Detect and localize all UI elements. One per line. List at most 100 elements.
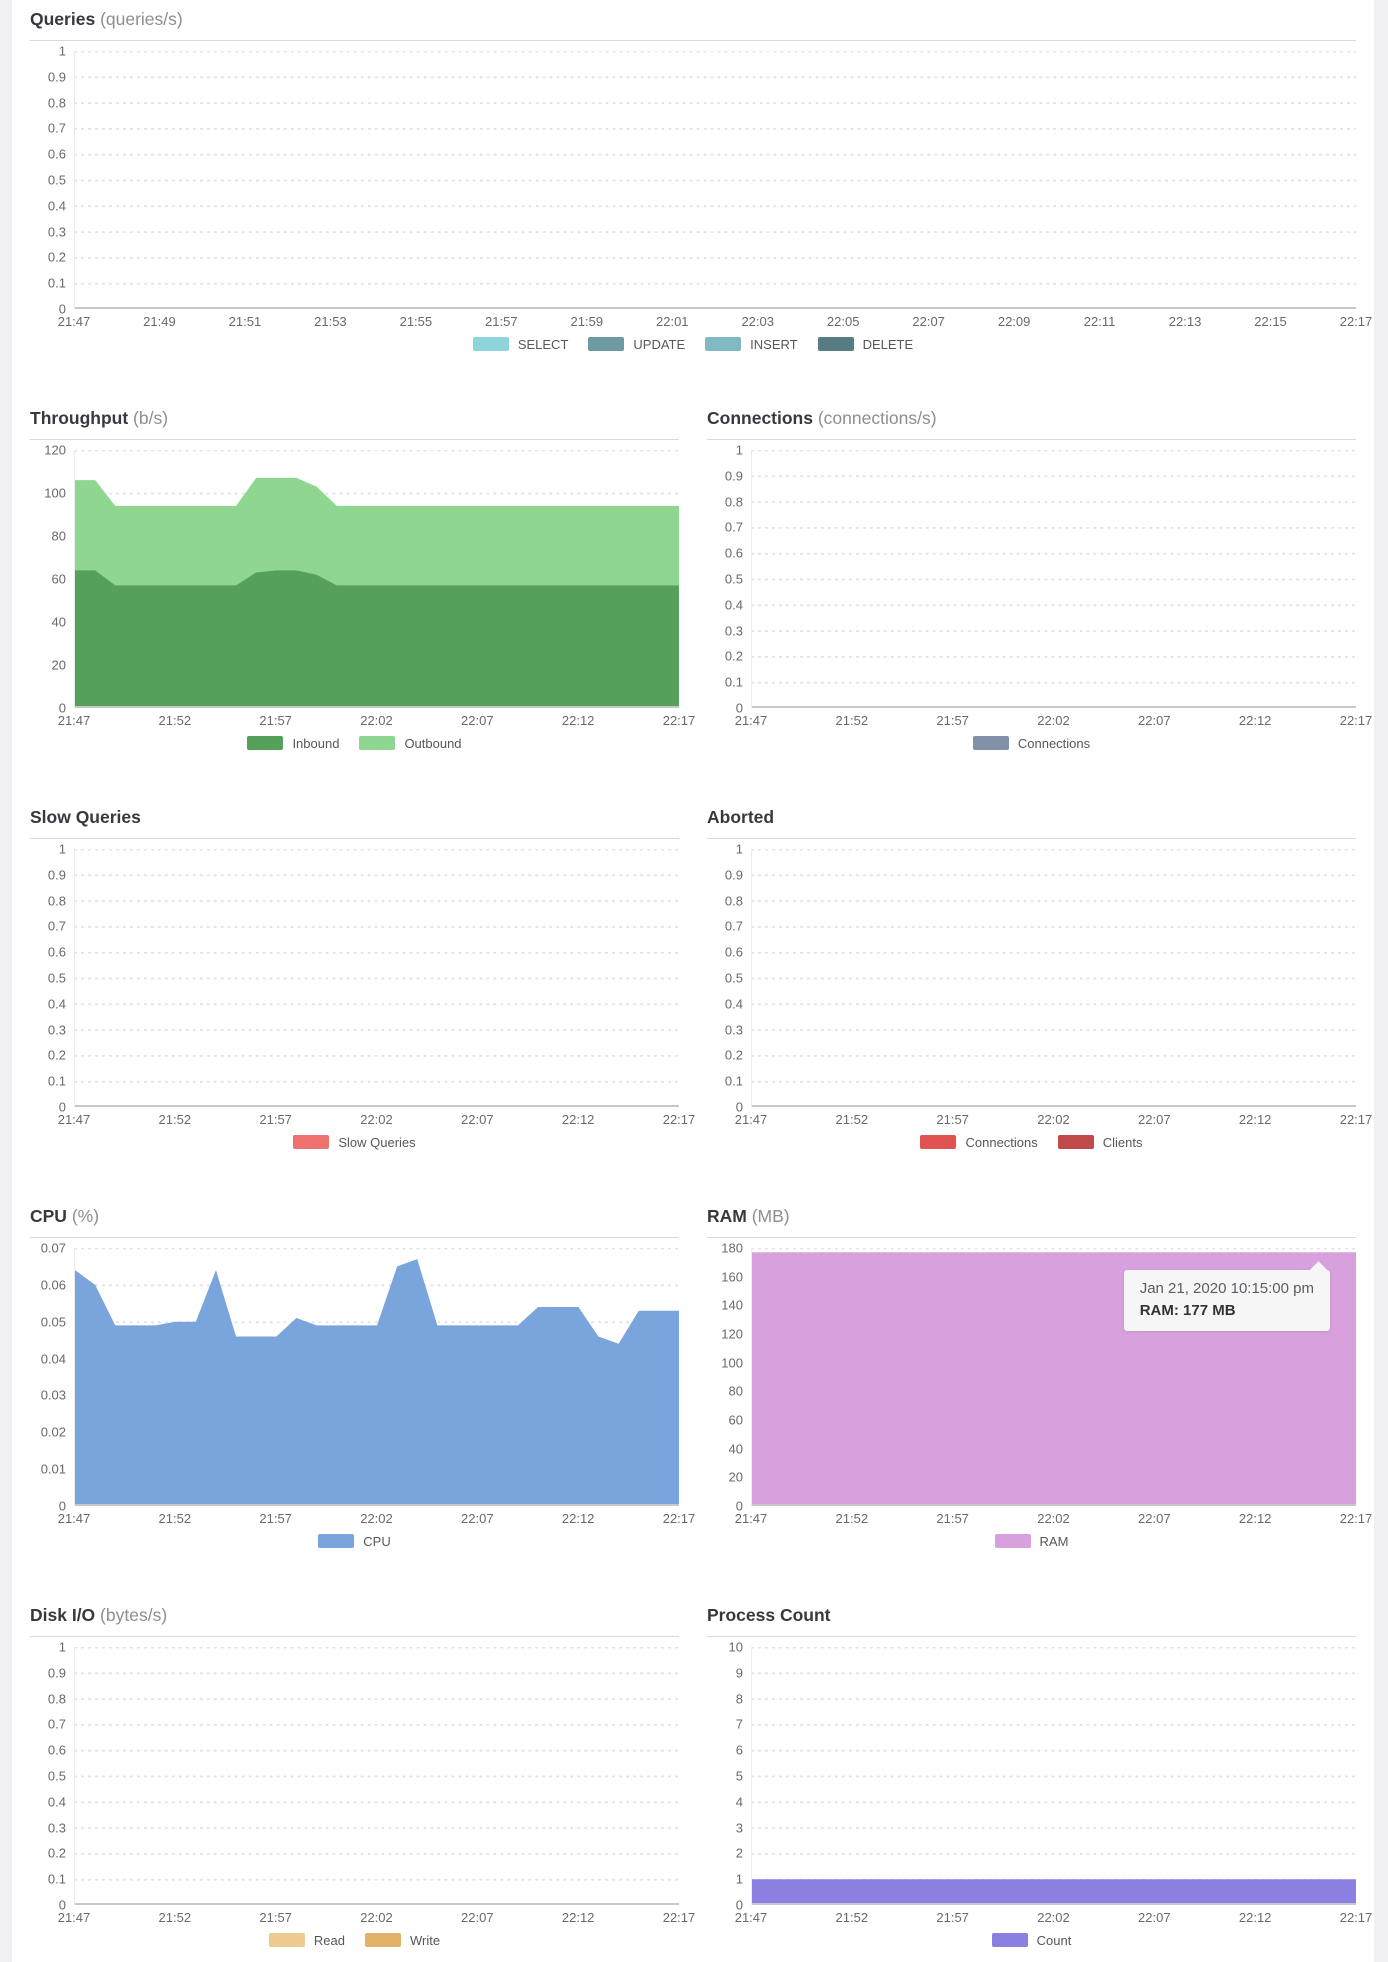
y-tick-label: 0.2 (724, 648, 743, 664)
legend-label: Connections (965, 1134, 1038, 1150)
x-tick-label: 22:07 (461, 713, 494, 728)
plot-svg-throughput[interactable] (75, 450, 679, 708)
y-tick-label: 0.7 (724, 918, 743, 934)
plot-row: 0 0.1 0.2 0.3 0.4 0.5 0.6 0.7 0.8 0.9 1 (30, 1640, 679, 1913)
plot-area-aborted[interactable] (751, 849, 1356, 1107)
chart-title-text: Throughput (30, 408, 129, 428)
legend-item-insert[interactable]: INSERT (705, 337, 798, 352)
chart-title-text: Connections (707, 408, 813, 428)
plot-svg-slow-queries[interactable] (75, 849, 679, 1107)
chart-title-cpu: CPU (%) (30, 1203, 679, 1238)
y-tick-label: 0.4 (47, 198, 66, 214)
x-tick-label: 22:17 (662, 713, 696, 728)
x-tick-label: 21:52 (158, 713, 192, 728)
y-axis-labels: 0 0.1 0.2 0.3 0.4 0.5 0.6 0.7 0.8 0.9 1 (707, 443, 751, 716)
plot-area-slow-queries[interactable] (74, 849, 679, 1107)
plot-area-connections[interactable] (751, 450, 1356, 708)
x-tick-label: 21:52 (835, 1511, 869, 1526)
x-tick-label: 22:07 (461, 1511, 494, 1526)
legend-item-inbound[interactable]: Inbound (247, 736, 339, 751)
legend-item-outbound[interactable]: Outbound (359, 736, 462, 751)
y-tick-label: 120 (721, 1326, 743, 1342)
x-tick-label: 22:02 (360, 713, 393, 728)
x-tick-label: 21:47 (734, 1511, 768, 1526)
x-tick-label: 21:52 (835, 1112, 869, 1127)
legend-item-select[interactable]: SELECT (472, 337, 568, 352)
y-tick-label: 0.4 (724, 597, 743, 613)
legend-item-read[interactable]: Read (268, 1933, 345, 1948)
x-axis-labels: 21:47 21:52 21:57 22:02 22:07 22:12 22:17 (735, 1506, 1373, 1526)
plot-area-process-count[interactable] (751, 1647, 1356, 1905)
legend-item-connections[interactable]: Connections (920, 1134, 1038, 1150)
plot-row: 0 20 40 60 80 100 120 (30, 443, 679, 716)
x-tick-label: 22:05 (826, 314, 860, 329)
y-tick-label: 0 (58, 301, 66, 317)
x-tick-label: 22:02 (1037, 1910, 1070, 1925)
legend-item-slow-queries[interactable]: Slow Queries (293, 1134, 416, 1150)
y-tick-label: 6 (735, 1742, 743, 1758)
y-tick-label: 0.6 (47, 1742, 66, 1758)
x-tick-label: 22:17 (1339, 713, 1373, 728)
plot-area-disk-io[interactable] (74, 1647, 679, 1905)
plot-area-queries[interactable] (74, 51, 1356, 309)
legend-swatch-icon (472, 337, 509, 351)
chart-row: Disk I/O (bytes/s) 0 0.1 0.2 0.3 0.4 0.5 0.6 0.7… (30, 1602, 1372, 1949)
y-tick-label: 0.8 (724, 893, 743, 909)
plot-svg-process-count[interactable] (752, 1647, 1356, 1905)
monitoring-dashboard: Queries (queries/s) 0 0.1 0.2 0.3 0.4 0.5 0.6 0.… (12, 0, 1374, 1962)
y-tick-label: 0.5 (724, 571, 743, 587)
plot-svg-queries[interactable] (75, 51, 1356, 309)
x-tick-label: 22:11 (1083, 314, 1116, 329)
y-tick-label: 1 (735, 1871, 743, 1887)
y-tick-label: 9 (735, 1665, 743, 1681)
chart-unit-label: (b/s) (133, 408, 169, 428)
y-tick-label: 2 (735, 1845, 743, 1861)
plot-area-throughput[interactable] (74, 450, 679, 708)
x-tick-label: 21:57 (936, 1511, 969, 1526)
x-tick-label: 22:09 (997, 314, 1031, 329)
x-tick-label: 21:47 (734, 1112, 768, 1127)
legend-item-update[interactable]: UPDATE (588, 337, 685, 352)
x-tick-label: 22:15 (1254, 314, 1287, 329)
x-tick-label: 21:52 (158, 1511, 192, 1526)
y-tick-label: 0 (735, 1897, 743, 1913)
legend-item-write[interactable]: Write (364, 1933, 440, 1948)
x-tick-label: 22:12 (1238, 1511, 1272, 1526)
x-tick-label: 22:12 (1238, 713, 1272, 728)
legend-item-connections[interactable]: Connections (972, 736, 1090, 751)
chart-title-disk-io: Disk I/O (bytes/s) (30, 1602, 679, 1637)
x-tick-label: 22:02 (360, 1910, 393, 1925)
plot-area-cpu[interactable] (74, 1248, 679, 1506)
x-tick-label: 21:52 (158, 1910, 192, 1925)
chart-card-disk-io: Disk I/O (bytes/s) 0 0.1 0.2 0.3 0.4 0.5 0.6 0.7… (30, 1602, 695, 1949)
y-tick-label: 0.4 (47, 1794, 66, 1810)
chart-card-slow-queries: Slow Queries 0 0.1 0.2 0.3 0.4 0.5 0.6 0.7 0.8 0.9… (30, 804, 695, 1151)
plot-svg-connections[interactable] (752, 450, 1356, 708)
plot-svg-cpu[interactable] (75, 1248, 679, 1506)
y-tick-label: 20 (51, 657, 66, 673)
x-axis-labels: 21:47 21:52 21:57 22:02 22:07 22:12 22:17 (58, 708, 696, 728)
y-tick-label: 0.07 (40, 1240, 66, 1256)
legend-label: Slow Queries (338, 1134, 416, 1150)
y-axis-labels: 0 1 2 3 4 5 6 7 8 9 10 (707, 1640, 751, 1913)
x-tick-label: 21:52 (835, 713, 869, 728)
legend-swatch-icon (268, 1933, 305, 1947)
plot-svg-aborted[interactable] (752, 849, 1356, 1107)
plot-svg-disk-io[interactable] (75, 1647, 679, 1905)
legend-item-cpu[interactable]: CPU (318, 1534, 391, 1549)
x-tick-label: 22:07 (912, 314, 945, 329)
y-tick-label: 0 (735, 1498, 743, 1514)
plot-area-ram[interactable]: Jan 21, 2020 10:15:00 pm RAM: 177 MB (751, 1248, 1356, 1506)
y-axis-labels: 0 20 40 60 80 100 120 (30, 443, 74, 716)
y-tick-label: 0.8 (47, 893, 66, 909)
legend-item-delete[interactable]: DELETE (817, 337, 913, 352)
legend-item-ram[interactable]: RAM (994, 1534, 1068, 1549)
legend-item-count[interactable]: Count (991, 1933, 1071, 1948)
chart-title-text: Slow Queries (30, 807, 141, 827)
y-tick-label: 20 (728, 1469, 743, 1485)
y-tick-label: 0.1 (47, 275, 66, 291)
chart-row: Queries (queries/s) 0 0.1 0.2 0.3 0.4 0.5 0.6 0.… (30, 6, 1372, 353)
legend-item-clients[interactable]: Clients (1057, 1135, 1143, 1150)
legend-swatch-icon (364, 1933, 401, 1947)
x-tick-label: 22:12 (1238, 1910, 1272, 1925)
